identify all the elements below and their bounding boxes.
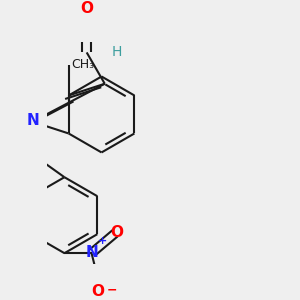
Text: O: O bbox=[110, 225, 123, 240]
Text: N: N bbox=[27, 113, 40, 128]
Text: −: − bbox=[106, 284, 117, 297]
Text: CH₃: CH₃ bbox=[71, 58, 94, 71]
Text: H: H bbox=[112, 45, 122, 59]
Text: O: O bbox=[92, 284, 104, 299]
Text: N: N bbox=[85, 245, 98, 260]
Text: +: + bbox=[98, 236, 107, 245]
Text: O: O bbox=[80, 1, 93, 16]
